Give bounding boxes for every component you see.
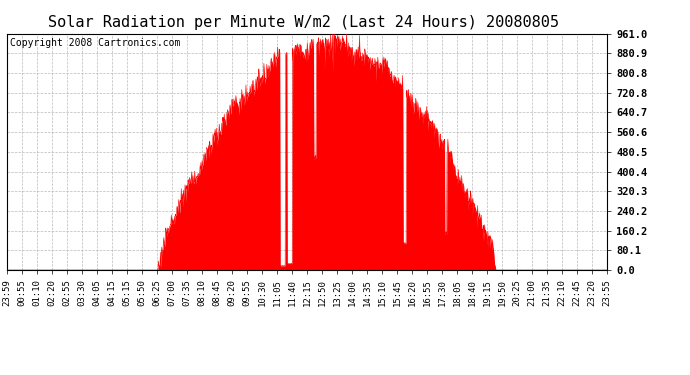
Text: Solar Radiation per Minute W/m2 (Last 24 Hours) 20080805: Solar Radiation per Minute W/m2 (Last 24…: [48, 15, 559, 30]
Text: Copyright 2008 Cartronics.com: Copyright 2008 Cartronics.com: [10, 39, 180, 48]
